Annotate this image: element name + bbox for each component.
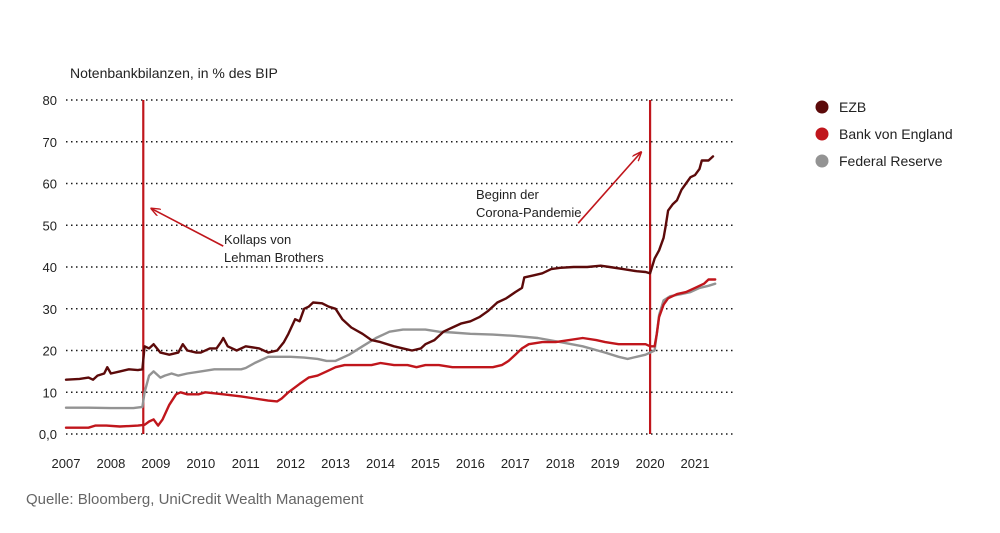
series-line-bank-von-england: [64, 278, 717, 429]
annotation-text: Lehman Brothers: [224, 250, 324, 265]
legend-label: Federal Reserve: [839, 153, 943, 169]
x-tick-label: 2009: [141, 456, 170, 471]
legend-marker: [815, 100, 829, 114]
x-tick-label: 2011: [232, 456, 260, 471]
x-tick-label: 2019: [591, 456, 620, 471]
y-tick-label: 0,0: [39, 427, 57, 442]
x-tick-label: 2012: [276, 456, 305, 471]
x-tick-label: 2021: [681, 456, 710, 471]
annotation-text: Beginn der: [476, 187, 540, 202]
event-lines: [142, 100, 652, 434]
y-tick-label: 60: [43, 177, 57, 192]
x-tick-label: 2007: [52, 456, 81, 471]
x-tick-label: 2017: [501, 456, 530, 471]
series-lines: [64, 155, 717, 429]
y-tick-label: 80: [43, 93, 57, 108]
series-line-federal-reserve: [64, 282, 717, 410]
series-line-ezb: [64, 155, 715, 381]
x-tick-label: 2018: [546, 456, 575, 471]
y-tick-label: 20: [43, 344, 57, 359]
legend-marker: [815, 154, 829, 168]
source-note: Quelle: Bloomberg, UniCredit Wealth Mana…: [26, 491, 364, 508]
legend-marker: [815, 127, 829, 141]
annotation-arrow-1: [151, 209, 224, 247]
annotations: Kollaps von Lehman Brothers Beginn der Coro…: [151, 152, 641, 265]
y-axis-ticks: 0,0 10 20 30 40 50 60 70 80: [39, 93, 57, 442]
x-tick-label: 2020: [636, 456, 665, 471]
y-tick-label: 50: [43, 218, 57, 233]
legend: EZB Bank von England Federal Reserve: [815, 99, 953, 169]
x-tick-label: 2015: [411, 456, 440, 471]
annotation-text: Kollaps von: [224, 232, 291, 247]
annotation-arrow-2: [577, 152, 641, 224]
y-tick-label: 30: [43, 302, 57, 317]
x-axis-ticks: 2007 2008 2009 2010 2011 2012 2013 2014 2015 2016…: [52, 456, 710, 471]
y-axis-title: Notenbankbilanzen, in % des BIP: [70, 65, 278, 81]
x-tick-label: 2010: [186, 456, 215, 471]
x-tick-label: 2016: [456, 456, 485, 471]
y-tick-label: 70: [43, 135, 57, 150]
annotation-text: Corona-Pandemie: [476, 205, 582, 220]
legend-label: Bank von England: [839, 126, 953, 142]
x-tick-label: 2008: [96, 456, 125, 471]
x-tick-label: 2014: [366, 456, 395, 471]
legend-label: EZB: [839, 99, 866, 115]
gridlines: [66, 99, 735, 435]
y-tick-label: 40: [43, 260, 57, 275]
x-tick-label: 2013: [321, 456, 350, 471]
y-tick-label: 10: [43, 385, 57, 400]
